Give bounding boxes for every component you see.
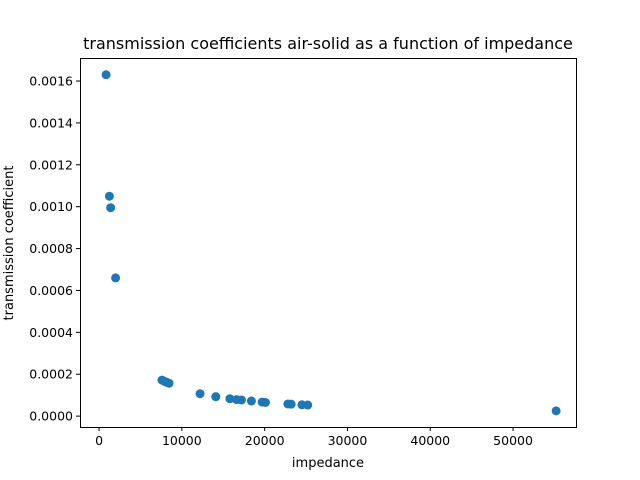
data-point xyxy=(236,395,246,405)
data-point xyxy=(286,399,296,409)
x-tick-label: 20000 xyxy=(245,433,285,448)
y-axis-label: transmission coefficient xyxy=(2,166,17,321)
x-tick-label: 10000 xyxy=(162,433,202,448)
plot-frame xyxy=(80,58,577,428)
data-point xyxy=(195,389,205,399)
x-tick-label: 0 xyxy=(95,433,103,448)
data-point xyxy=(106,203,116,213)
y-tick-label: 0.0004 xyxy=(29,325,73,340)
x-axis: 0 10000 20000 30000 40000 50000 xyxy=(95,427,533,448)
y-tick-label: 0.0016 xyxy=(29,74,73,89)
y-tick-label: 0.0000 xyxy=(29,409,73,424)
data-point xyxy=(101,70,111,80)
data-point xyxy=(104,191,114,201)
x-tick-label: 40000 xyxy=(410,433,450,448)
x-tick-label: 30000 xyxy=(328,433,368,448)
data-point xyxy=(211,392,221,402)
data-point xyxy=(551,406,561,416)
y-tick-label: 0.0012 xyxy=(29,157,73,172)
x-axis-label: impedance xyxy=(292,456,364,471)
chart-title: transmission coefficients air-solid as a… xyxy=(83,34,573,53)
y-axis: 0.0000 0.0002 0.0004 0.0006 0.0008 0.0010 0.00… xyxy=(29,74,80,424)
y-tick-label: 0.0008 xyxy=(29,241,73,256)
data-point xyxy=(111,273,121,283)
data-point xyxy=(164,378,174,388)
data-point xyxy=(260,397,270,407)
data-point xyxy=(303,400,313,410)
y-tick-label: 0.0010 xyxy=(29,199,73,214)
y-tick-label: 0.0014 xyxy=(29,115,73,130)
y-tick-label: 0.0002 xyxy=(29,367,73,382)
y-tick-label: 0.0006 xyxy=(29,283,73,298)
data-point xyxy=(246,396,256,406)
x-tick-label: 50000 xyxy=(493,433,533,448)
data-points xyxy=(101,70,561,416)
data-point xyxy=(225,394,235,404)
